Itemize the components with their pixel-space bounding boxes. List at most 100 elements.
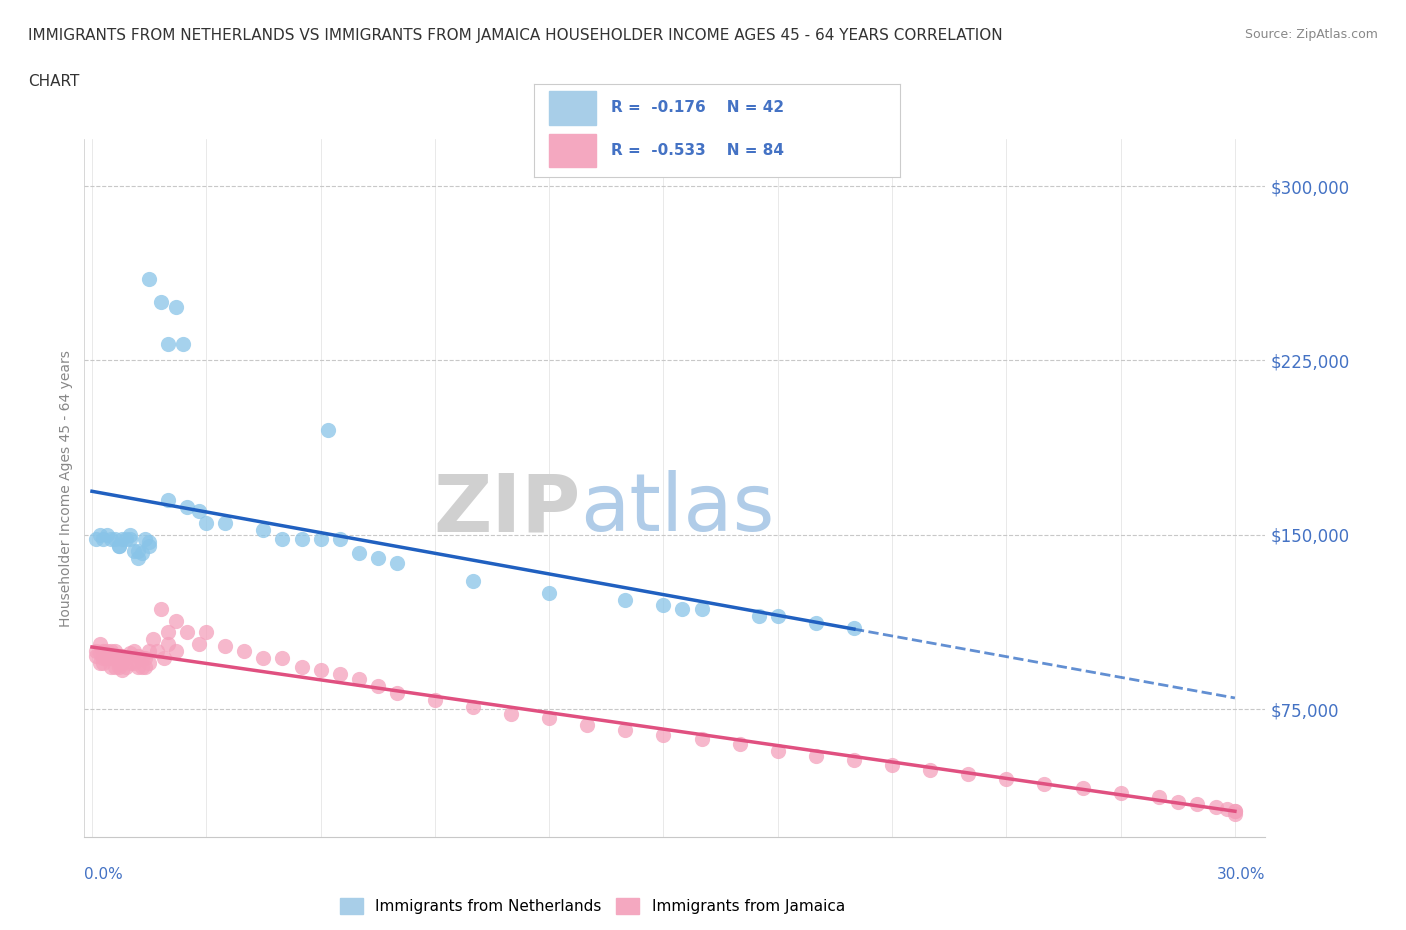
Point xyxy=(576,718,599,733)
Point xyxy=(499,707,522,722)
Point xyxy=(127,551,149,565)
Point xyxy=(104,660,127,675)
Point xyxy=(111,662,134,677)
Point xyxy=(1223,806,1246,821)
Point xyxy=(93,644,115,658)
Point xyxy=(728,737,751,751)
Point xyxy=(96,644,118,658)
Point xyxy=(329,532,352,547)
Point xyxy=(127,648,149,663)
FancyBboxPatch shape xyxy=(548,91,596,125)
Point xyxy=(84,644,107,658)
Point xyxy=(842,620,865,635)
Point xyxy=(309,532,332,547)
Point xyxy=(131,651,153,666)
Point xyxy=(89,527,111,542)
Point xyxy=(347,671,370,686)
Point xyxy=(880,757,903,772)
Point xyxy=(995,772,1018,787)
Point xyxy=(145,644,167,658)
Point xyxy=(252,523,274,538)
Point xyxy=(120,532,142,547)
Point xyxy=(120,527,142,542)
Point xyxy=(134,660,156,675)
Text: 30.0%: 30.0% xyxy=(1218,867,1265,882)
Point xyxy=(134,651,156,666)
Point xyxy=(142,632,165,647)
Text: Source: ZipAtlas.com: Source: ZipAtlas.com xyxy=(1244,28,1378,41)
Point xyxy=(461,574,484,589)
Point xyxy=(100,651,122,666)
Point xyxy=(157,625,180,640)
Point xyxy=(766,744,789,759)
Point xyxy=(100,532,122,547)
Point xyxy=(271,532,294,547)
Point xyxy=(367,679,389,694)
Point xyxy=(290,660,312,675)
Point xyxy=(157,337,180,352)
Text: CHART: CHART xyxy=(28,74,80,89)
Point xyxy=(165,614,187,629)
Point xyxy=(122,644,145,658)
Point xyxy=(347,546,370,561)
Point xyxy=(1216,802,1239,817)
Point xyxy=(271,651,294,666)
Legend: Immigrants from Netherlands, Immigrants from Jamaica: Immigrants from Netherlands, Immigrants … xyxy=(333,892,851,920)
Point xyxy=(176,499,198,514)
Point xyxy=(614,592,637,607)
Point xyxy=(957,766,980,781)
Point xyxy=(1205,799,1227,815)
Point xyxy=(748,609,770,624)
Point xyxy=(461,699,484,714)
Point xyxy=(122,655,145,670)
Point xyxy=(84,532,107,547)
Point xyxy=(671,602,693,617)
Point xyxy=(134,532,156,547)
Point xyxy=(138,644,160,658)
Point xyxy=(309,662,332,677)
Point xyxy=(127,543,149,558)
Point xyxy=(153,651,176,666)
Point xyxy=(107,660,129,675)
Point xyxy=(131,546,153,561)
Point xyxy=(1071,781,1094,796)
Point xyxy=(538,711,561,725)
Point xyxy=(107,539,129,554)
Point xyxy=(93,655,115,670)
Point xyxy=(107,539,129,554)
Point xyxy=(176,625,198,640)
Point xyxy=(93,651,115,666)
Text: R =  -0.176    N = 42: R = -0.176 N = 42 xyxy=(612,100,785,115)
Point xyxy=(122,543,145,558)
Point xyxy=(1223,804,1246,819)
Point xyxy=(423,692,446,708)
Point xyxy=(104,651,127,666)
Point xyxy=(252,651,274,666)
Text: R =  -0.533    N = 84: R = -0.533 N = 84 xyxy=(612,143,785,158)
Point xyxy=(157,637,180,652)
Point xyxy=(157,493,180,508)
Text: atlas: atlas xyxy=(581,471,775,548)
Point xyxy=(93,532,115,547)
Text: ZIP: ZIP xyxy=(433,471,581,548)
FancyBboxPatch shape xyxy=(548,134,596,167)
Point xyxy=(111,655,134,670)
Point xyxy=(195,515,218,530)
Point xyxy=(385,555,408,570)
Point xyxy=(111,648,134,663)
Point xyxy=(89,646,111,661)
Text: 0.0%: 0.0% xyxy=(84,867,124,882)
Point xyxy=(214,515,236,530)
Point xyxy=(84,648,107,663)
Point xyxy=(120,655,142,670)
Point xyxy=(1185,797,1208,812)
Point xyxy=(111,532,134,547)
Point xyxy=(131,660,153,675)
Point xyxy=(385,685,408,700)
Point xyxy=(149,602,172,617)
Point xyxy=(115,651,138,666)
Point xyxy=(195,625,218,640)
Point xyxy=(100,660,122,675)
Point xyxy=(1223,804,1246,819)
Point xyxy=(290,532,312,547)
